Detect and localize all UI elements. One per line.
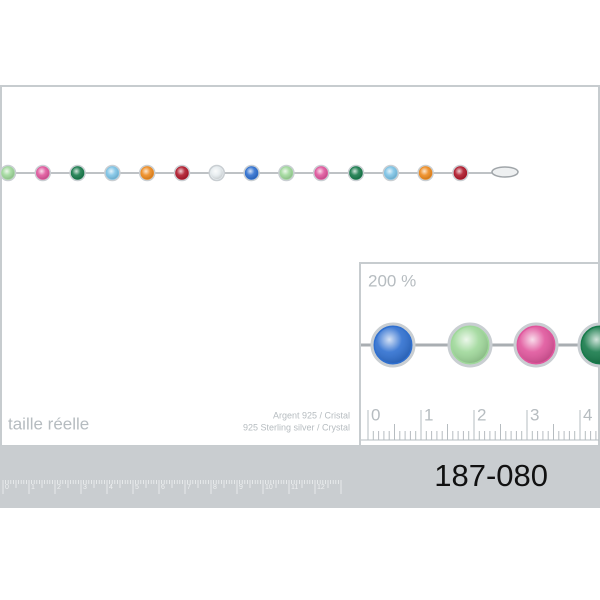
ruler-number: 10 [265,484,273,491]
zoom-bracelet [361,322,600,368]
ruler-number: 3 [83,484,87,491]
bracelet [0,164,519,182]
stone-shine [419,167,432,179]
ruler-number: 9 [239,484,243,491]
ruler-number: 2 [477,405,486,424]
stone-shine [141,167,154,179]
ruler-number: 2 [57,484,61,491]
ruler-number: 11 [291,484,298,491]
stone-shine [245,167,258,179]
zoom-ruler: 0 1 2 3 4 [361,405,599,441]
ruler-number: 4 [109,484,113,491]
stone-shine [452,327,488,363]
ruler-number: 12 [317,484,325,491]
actual-size-label: taille réelle [8,414,89,433]
stone-shine [71,167,84,179]
bottom-band [0,446,600,508]
stone-shine [582,327,600,363]
zoom-label: 200 % [368,271,416,290]
ruler-number: 5 [135,484,139,491]
ruler-number: 1 [424,405,433,424]
stone-shine [106,167,119,179]
ruler-number: 4 [583,405,592,424]
stone-shine [384,167,397,179]
ruler-number: 7 [187,484,191,491]
stone-shine [315,167,328,179]
stone-shine [2,167,14,179]
ruler-number: 1 [31,484,35,491]
stone-shine [176,167,188,179]
stone-shine [518,327,554,363]
material-en: 925 Sterling silver / Crystal [243,422,350,432]
stone-shine [375,327,411,363]
stone-shine [454,167,467,179]
bottom-ruler: 0 1 2 3 4 5 6 7 8 9 10 11 12 [2,480,342,494]
stone-shine [36,167,49,179]
stone-shine [210,167,223,179]
material-fr: Argent 925 / Cristal [273,410,350,420]
stone-shine [350,167,362,179]
reference: 187-080 [434,458,548,493]
ruler-number: 3 [530,405,539,424]
ruler-number: 6 [161,484,165,491]
ruler-number: 8 [213,484,217,491]
ruler-number: 0 [371,405,380,424]
ruler-number: 0 [5,484,9,491]
clasp [491,166,519,178]
stone-shine [280,167,293,179]
